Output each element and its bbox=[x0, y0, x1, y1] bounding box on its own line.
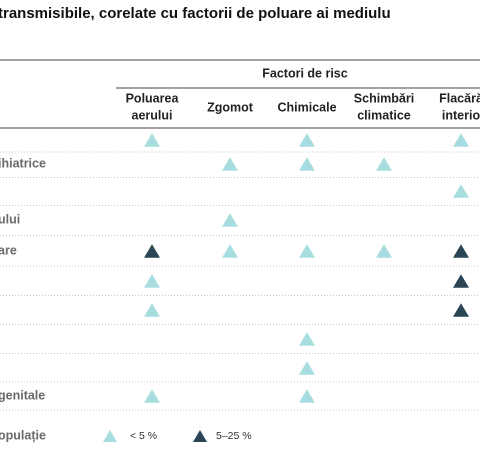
column-header: aerului bbox=[132, 108, 173, 122]
column-header: climatice bbox=[357, 108, 411, 122]
row-label: ului bbox=[0, 212, 20, 226]
legend-title: opulație bbox=[0, 428, 46, 442]
risk-marker bbox=[453, 303, 469, 317]
risk-marker bbox=[453, 244, 469, 258]
column-header: Chimicale bbox=[277, 100, 336, 114]
risk-marker bbox=[144, 274, 160, 288]
legend-marker bbox=[103, 430, 117, 442]
column-header: Flacără bbox=[439, 91, 480, 105]
row-label: ihiatrice bbox=[0, 156, 46, 170]
group-header: Factori de risc bbox=[262, 66, 347, 80]
risk-marker bbox=[299, 157, 315, 171]
column-header: Schimbări bbox=[354, 91, 414, 105]
risk-marker bbox=[299, 244, 315, 258]
legend-label: < 5 % bbox=[130, 430, 157, 442]
risk-marker bbox=[222, 213, 238, 227]
risk-marker bbox=[299, 389, 315, 403]
row-label: are bbox=[0, 243, 17, 257]
risk-marker bbox=[144, 133, 160, 147]
title: transmisibile, corelate cu factorii de p… bbox=[0, 5, 391, 22]
risk-marker bbox=[144, 244, 160, 258]
column-header: Zgomot bbox=[207, 100, 254, 114]
risk-marker bbox=[453, 133, 469, 147]
risk-marker bbox=[222, 157, 238, 171]
risk-marker bbox=[299, 332, 315, 346]
risk-marker bbox=[453, 274, 469, 288]
risk-marker bbox=[299, 133, 315, 147]
legend-marker bbox=[193, 430, 207, 442]
column-header: Poluarea bbox=[126, 91, 180, 105]
risk-marker bbox=[144, 303, 160, 317]
row-label: genitale bbox=[0, 388, 45, 402]
risk-marker bbox=[222, 244, 238, 258]
legend-label: 5–25 % bbox=[216, 430, 252, 442]
risk-marker bbox=[376, 157, 392, 171]
risk-marker bbox=[376, 244, 392, 258]
column-header: interio bbox=[442, 108, 480, 122]
risk-marker bbox=[453, 184, 469, 198]
risk-marker bbox=[144, 389, 160, 403]
risk-marker bbox=[299, 361, 315, 375]
